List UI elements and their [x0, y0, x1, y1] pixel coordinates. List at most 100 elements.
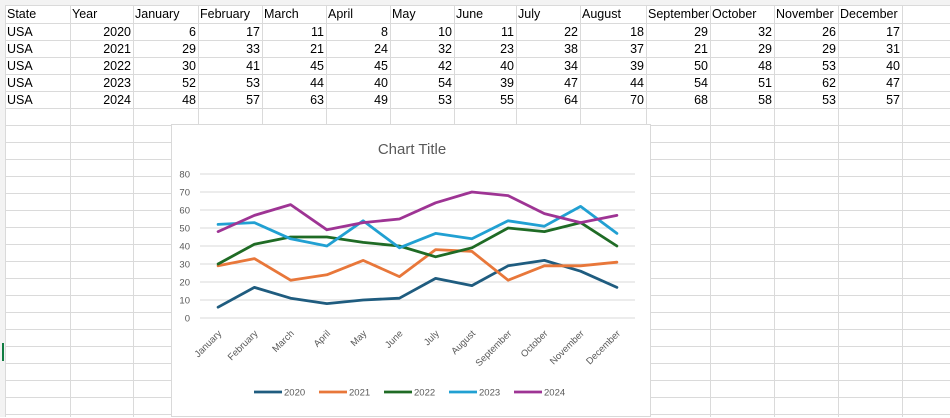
- data-cell[interactable]: USA: [7, 93, 33, 107]
- header-cell[interactable]: September: [648, 7, 710, 21]
- header-cell[interactable]: State: [7, 7, 37, 21]
- data-cell[interactable]: 30: [182, 59, 196, 73]
- legend-label[interactable]: 2021: [349, 388, 370, 399]
- data-cell[interactable]: 53: [246, 76, 260, 90]
- data-cell[interactable]: 53: [822, 59, 836, 73]
- series-line-2020[interactable]: [216, 258, 619, 309]
- chart-legend[interactable]: 2020 2021 2022 2023 2024: [254, 388, 565, 399]
- data-cell[interactable]: 62: [822, 76, 836, 90]
- data-cell[interactable]: 54: [438, 76, 452, 90]
- data-cell[interactable]: 29: [822, 42, 836, 56]
- data-cell[interactable]: 41: [246, 59, 260, 73]
- data-cell[interactable]: 39: [500, 76, 514, 90]
- data-cell[interactable]: 21: [310, 42, 324, 56]
- data-cell[interactable]: 52: [182, 76, 196, 90]
- data-cell[interactable]: 29: [694, 25, 708, 39]
- data-cell[interactable]: 48: [758, 59, 772, 73]
- data-cell[interactable]: 38: [564, 42, 578, 56]
- data-cell[interactable]: 26: [822, 25, 836, 39]
- data-cell[interactable]: 47: [886, 76, 900, 90]
- data-cell[interactable]: 49: [374, 93, 388, 107]
- data-cell[interactable]: 6: [189, 25, 196, 39]
- data-cell[interactable]: 37: [630, 42, 644, 56]
- data-cell[interactable]: 40: [886, 59, 900, 73]
- header-cell[interactable]: October: [712, 7, 757, 21]
- data-cell[interactable]: 58: [758, 93, 772, 107]
- data-cell[interactable]: 34: [564, 59, 578, 73]
- header-cell[interactable]: July: [518, 7, 541, 21]
- header-cell[interactable]: November: [776, 7, 834, 21]
- data-cell[interactable]: 50: [694, 59, 708, 73]
- series-line-2023[interactable]: [216, 205, 619, 250]
- header-cell[interactable]: January: [135, 7, 180, 21]
- data-cell[interactable]: 17: [246, 25, 260, 39]
- data-cell[interactable]: 45: [374, 59, 388, 73]
- data-cell[interactable]: 42: [438, 59, 452, 73]
- data-cell[interactable]: 2021: [103, 42, 131, 56]
- data-cell[interactable]: 64: [564, 93, 578, 107]
- data-cell[interactable]: 53: [438, 93, 452, 107]
- data-cell[interactable]: 51: [758, 76, 772, 90]
- data-cell[interactable]: 2020: [103, 25, 131, 39]
- header-cell[interactable]: December: [840, 7, 898, 21]
- data-cell[interactable]: 18: [630, 25, 644, 39]
- header-cell[interactable]: June: [456, 7, 484, 21]
- legend-label[interactable]: 2020: [284, 388, 305, 399]
- series-line-2021[interactable]: [216, 248, 619, 282]
- data-cell[interactable]: 23: [500, 42, 514, 56]
- data-cell[interactable]: 40: [500, 59, 514, 73]
- data-cell[interactable]: 10: [438, 25, 452, 39]
- data-cell[interactable]: USA: [7, 42, 33, 56]
- data-cell[interactable]: 24: [374, 42, 388, 56]
- header-cell[interactable]: May: [392, 7, 416, 21]
- legend-label[interactable]: 2023: [479, 388, 500, 399]
- data-cell[interactable]: 31: [886, 42, 900, 56]
- x-tick-label: June: [383, 328, 405, 350]
- data-cell[interactable]: 8: [381, 25, 388, 39]
- data-cell[interactable]: 57: [246, 93, 260, 107]
- header-cell[interactable]: March: [264, 7, 299, 21]
- data-cell[interactable]: 68: [694, 93, 708, 107]
- data-cell[interactable]: 22: [564, 25, 578, 39]
- header-cell[interactable]: April: [328, 7, 354, 21]
- data-cell[interactable]: 29: [182, 42, 196, 56]
- series-line-2024[interactable]: [216, 190, 619, 233]
- data-cell[interactable]: 44: [310, 76, 324, 90]
- data-cell[interactable]: USA: [7, 59, 33, 73]
- header-cell[interactable]: February: [200, 7, 251, 21]
- data-cell[interactable]: 2023: [103, 76, 131, 90]
- data-cell[interactable]: USA: [7, 76, 33, 90]
- data-cell[interactable]: 2022: [103, 59, 131, 73]
- data-cell[interactable]: 32: [758, 25, 772, 39]
- data-cell[interactable]: 54: [694, 76, 708, 90]
- data-cell[interactable]: 29: [758, 42, 772, 56]
- data-cell[interactable]: 63: [310, 93, 324, 107]
- data-cell[interactable]: 55: [500, 93, 514, 107]
- data-cell[interactable]: 45: [310, 59, 324, 73]
- data-cell[interactable]: 44: [630, 76, 644, 90]
- x-tick-label: January: [193, 328, 225, 360]
- chart-title[interactable]: Chart Title: [378, 141, 446, 158]
- header-cell[interactable]: August: [582, 7, 621, 21]
- line-chart[interactable]: Chart Title 0 10 20 30 40 50 60 70 80 January Feb…: [171, 124, 651, 417]
- data-cell[interactable]: 47: [564, 76, 578, 90]
- data-cell[interactable]: 32: [438, 42, 452, 56]
- data-cell[interactable]: 11: [311, 25, 324, 39]
- data-cell[interactable]: 70: [630, 93, 644, 107]
- data-cell[interactable]: 57: [886, 93, 900, 107]
- data-cell[interactable]: 33: [246, 42, 260, 56]
- data-cell[interactable]: 11: [501, 25, 514, 39]
- data-cell[interactable]: 40: [374, 76, 388, 90]
- data-cell[interactable]: 21: [694, 42, 708, 56]
- chart-gridlines: [200, 173, 635, 319]
- data-cell[interactable]: 39: [630, 59, 644, 73]
- header-cell[interactable]: Year: [72, 7, 98, 21]
- data-cell[interactable]: 53: [822, 93, 836, 107]
- series-line-2022[interactable]: [216, 221, 619, 266]
- data-cell[interactable]: 48: [182, 93, 196, 107]
- data-cell[interactable]: USA: [7, 25, 33, 39]
- legend-label[interactable]: 2022: [414, 388, 435, 399]
- data-cell[interactable]: 2024: [103, 93, 131, 107]
- data-cell[interactable]: 17: [886, 25, 900, 39]
- legend-label[interactable]: 2024: [544, 388, 565, 399]
